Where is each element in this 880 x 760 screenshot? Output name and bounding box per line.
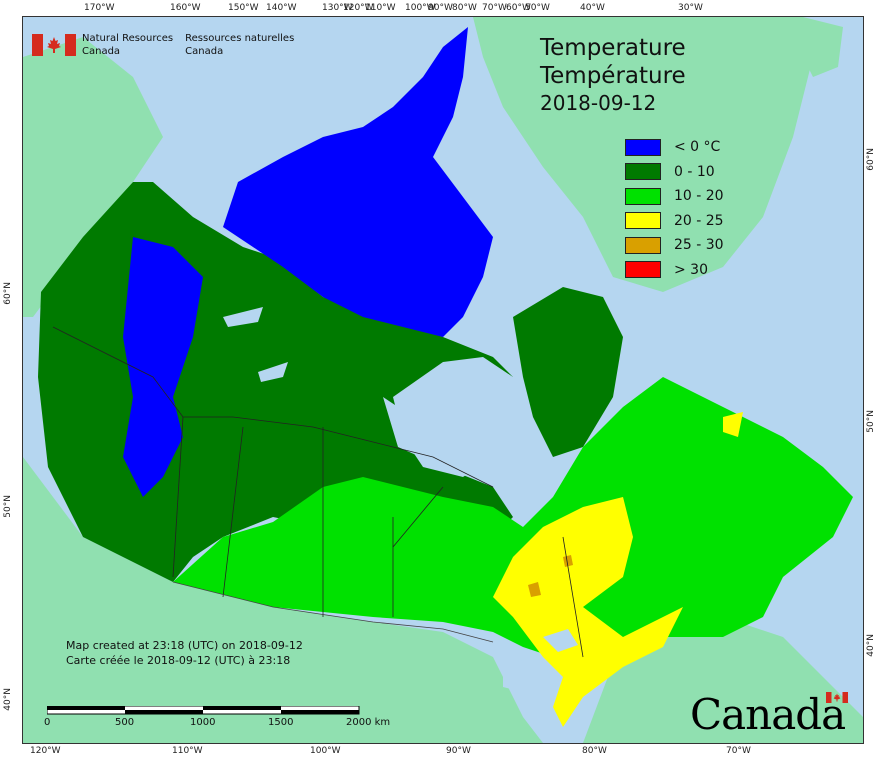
province-boundary xyxy=(392,486,444,548)
legend-swatch xyxy=(625,261,661,279)
temp-zone-below-0-mountains xyxy=(123,237,203,497)
agency-en-line1: Natural Resources xyxy=(82,33,174,44)
scale-labels: 0 500 1000 1500 2000 km xyxy=(40,717,400,731)
tick-right-label: 40°N xyxy=(866,634,876,657)
legend-swatch xyxy=(625,212,661,230)
legend-item: < 0 °C xyxy=(625,135,724,160)
tick-top-label: 150°W xyxy=(228,3,259,13)
tick-bottom-label: 70°W xyxy=(726,746,751,756)
temp-zone-20-25 xyxy=(493,497,683,727)
alaska-land xyxy=(23,37,163,317)
tick-top-label: 70°W xyxy=(482,3,507,13)
title-en: Temperature xyxy=(540,35,686,61)
tick-top-label: 90°W xyxy=(428,3,453,13)
legend-item: 20 - 25 xyxy=(625,209,724,234)
legend-swatch xyxy=(625,236,661,254)
tick-top-label: 40°W xyxy=(580,3,605,13)
temp-zone-below-0 xyxy=(223,27,493,337)
legend-label: > 30 xyxy=(674,261,708,278)
legend-item: > 30 xyxy=(625,258,724,283)
tick-top-label: 130°W xyxy=(322,3,353,13)
nrcan-logo: Natural Resources Canada Ressources natu… xyxy=(32,32,294,58)
agency-fr-line2: Canada xyxy=(185,46,224,57)
temp-zone-10-20 xyxy=(173,377,853,667)
credit-fr: Carte créée le 2018-09-12 (UTC) à 23:18 xyxy=(66,654,291,667)
map-frame xyxy=(22,16,864,744)
legend-item: 0 - 10 xyxy=(625,160,724,185)
tick-top-label: 170°W xyxy=(84,3,115,13)
lake xyxy=(258,362,288,382)
province-boundary xyxy=(52,326,494,488)
great-lake xyxy=(503,657,543,692)
tick-top-label: 160°W xyxy=(170,3,201,13)
agency-fr-line1: Ressources naturelles xyxy=(185,33,295,44)
legend-item: 10 - 20 xyxy=(625,184,724,209)
tick-bottom-label: 100°W xyxy=(310,746,341,756)
scale-label: 2000 km xyxy=(346,717,391,728)
tick-top-label: 110°W xyxy=(365,3,396,13)
title-date: 2018-09-12 xyxy=(540,91,657,115)
hudson-bay xyxy=(393,357,513,477)
scale-label: 500 xyxy=(115,717,135,728)
tick-bottom-label: 90°W xyxy=(446,746,471,756)
agency-en-line2: Canada xyxy=(82,46,121,57)
tick-top-label: 120°W xyxy=(343,3,374,13)
great-lake xyxy=(543,629,578,652)
credit-en: Map created at 23:18 (UTC) on 2018-09-12 xyxy=(66,639,303,652)
agency-name-en: Natural Resources Canada xyxy=(82,32,173,58)
temp-zone-25-30 xyxy=(563,555,573,567)
province-boundary xyxy=(172,416,184,578)
tick-left-label: 40°N xyxy=(3,688,13,711)
tick-bottom-label: 110°W xyxy=(172,746,203,756)
scale-label: 1000 xyxy=(190,717,216,728)
canada-flag-icon xyxy=(32,34,76,56)
iceland-land xyxy=(798,17,843,77)
legend-label: 10 - 20 xyxy=(674,188,724,205)
tick-top-label: 50°W xyxy=(525,3,550,13)
tick-top-label: 60°W xyxy=(506,3,531,13)
temp-zone-20-25-east xyxy=(723,412,743,437)
tick-left-label: 50°N xyxy=(3,495,13,518)
tick-top-label: 80°W xyxy=(452,3,477,13)
legend: < 0 °C 0 - 10 10 - 20 20 - 25 25 - 30 > 30 xyxy=(625,135,724,282)
scale-label: 1500 xyxy=(268,717,294,728)
tick-top-label: 140°W xyxy=(266,3,297,13)
legend-label: 0 - 10 xyxy=(674,163,715,180)
legend-label: 25 - 30 xyxy=(674,237,724,254)
temperature-map xyxy=(23,17,863,743)
temp-zone-25-30 xyxy=(528,582,541,597)
legend-swatch xyxy=(625,163,661,181)
legend-swatch xyxy=(625,187,661,205)
legend-label: < 0 °C xyxy=(674,139,721,156)
tick-right-label: 50°N xyxy=(866,410,876,433)
tick-top-label: 100°W xyxy=(405,3,436,13)
wordmark-text: Canada xyxy=(690,690,846,739)
national-boundary xyxy=(172,581,494,643)
map-title: Temperature Température 2018-09-12 xyxy=(540,34,686,116)
tick-bottom-label: 80°W xyxy=(582,746,607,756)
legend-label: 20 - 25 xyxy=(674,212,724,229)
legend-item: 25 - 30 xyxy=(625,233,724,258)
province-boundary xyxy=(222,426,244,598)
tick-top-label: 30°W xyxy=(678,3,703,13)
title-fr: Température xyxy=(540,63,686,89)
lake xyxy=(223,307,263,327)
scale-bar xyxy=(47,706,360,715)
wordmark-flag-icon xyxy=(826,692,848,703)
map-credit: Map created at 23:18 (UTC) on 2018-09-12… xyxy=(66,638,303,668)
province-boundary xyxy=(562,536,584,658)
agency-name-fr: Ressources naturelles Canada xyxy=(185,32,294,58)
tick-bottom-label: 120°W xyxy=(30,746,61,756)
tick-left-label: 60°N xyxy=(3,282,13,305)
temp-zone-0-10-labrador xyxy=(513,287,623,457)
legend-swatch xyxy=(625,138,661,156)
scale-label: 0 xyxy=(44,717,51,728)
tick-right-label: 60°N xyxy=(866,148,876,171)
usa-land xyxy=(23,457,543,743)
canada-wordmark: Canada xyxy=(690,690,848,739)
